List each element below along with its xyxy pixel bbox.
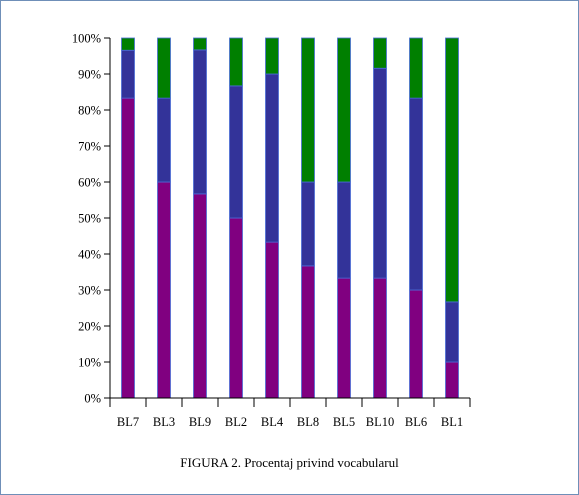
bar-bl10-segment-2 bbox=[373, 67, 387, 279]
figure-caption: FIGURA 2. Procentaj privind vocabularul bbox=[180, 455, 399, 470]
bars-layer bbox=[121, 37, 459, 399]
y-tick-label-70: 70% bbox=[78, 140, 101, 154]
bar-bl7-segment-3 bbox=[121, 37, 135, 51]
bar-bl9-segment-3 bbox=[193, 37, 207, 51]
y-tick-label-60: 60% bbox=[78, 176, 101, 190]
x-tick-label-bl4: BL4 bbox=[261, 415, 284, 429]
bar-bl4-segment-3 bbox=[265, 37, 279, 75]
bar-bl7-segment-2 bbox=[121, 49, 135, 99]
x-tick-label-bl10: BL10 bbox=[366, 415, 394, 429]
bar-bl7-segment-1 bbox=[121, 97, 135, 399]
y-tick-label-90: 90% bbox=[78, 68, 101, 82]
y-tick-label-80: 80% bbox=[78, 104, 101, 118]
x-tick-label-bl2: BL2 bbox=[225, 415, 247, 429]
y-tick-label-0: 0% bbox=[84, 392, 101, 406]
x-tick-label-bl5: BL5 bbox=[333, 415, 355, 429]
bar-bl5-segment-2 bbox=[337, 181, 351, 279]
bar-bl9-segment-1 bbox=[193, 193, 207, 399]
bar-bl8-segment-2 bbox=[301, 181, 315, 267]
bar-bl8-segment-3 bbox=[301, 37, 315, 183]
x-tick-label-bl9: BL9 bbox=[189, 415, 211, 429]
bar-bl1-segment-2 bbox=[445, 301, 459, 363]
bar-bl3-segment-3 bbox=[157, 37, 171, 99]
y-tick-label-10: 10% bbox=[78, 356, 101, 370]
bar-bl4-segment-2 bbox=[265, 73, 279, 243]
bar-bl1-segment-3 bbox=[445, 37, 459, 303]
bar-bl8-segment-1 bbox=[301, 265, 315, 399]
bar-bl2-segment-3 bbox=[229, 37, 243, 87]
y-tick-label-100: 100% bbox=[72, 32, 101, 46]
y-tick-label-30: 30% bbox=[78, 284, 101, 298]
x-tick-label-bl6: BL6 bbox=[405, 415, 427, 429]
bar-bl2-segment-1 bbox=[229, 217, 243, 399]
bar-bl4-segment-1 bbox=[265, 241, 279, 399]
x-tick-label-bl7: BL7 bbox=[117, 415, 139, 429]
bar-bl2-segment-2 bbox=[229, 85, 243, 219]
bar-bl10-segment-1 bbox=[373, 277, 387, 399]
bar-bl3-segment-1 bbox=[157, 181, 171, 399]
bar-bl3-segment-2 bbox=[157, 97, 171, 183]
x-tick-label-bl8: BL8 bbox=[297, 415, 319, 429]
y-tick-label-20: 20% bbox=[78, 320, 101, 334]
y-tick-label-50: 50% bbox=[78, 212, 101, 226]
bar-bl5-segment-3 bbox=[337, 37, 351, 183]
axes-layer: 0% 10% 20% 30% 40% 50% 60% 70% 80% 90% 100% BL7 BL3 B… bbox=[72, 32, 471, 429]
x-tick-label-bl3: BL3 bbox=[153, 415, 175, 429]
y-tick-label-40: 40% bbox=[78, 248, 101, 262]
stacked-bar-chart: 0% 10% 20% 30% 40% 50% 60% 70% 80% 90% 100% BL7 BL3 B… bbox=[72, 32, 471, 429]
bar-bl6-segment-3 bbox=[409, 37, 423, 99]
bar-bl6-segment-1 bbox=[409, 289, 423, 399]
bar-bl5-segment-1 bbox=[337, 277, 351, 399]
bar-bl1-segment-1 bbox=[445, 361, 459, 399]
bar-bl10-segment-3 bbox=[373, 37, 387, 69]
bar-bl6-segment-2 bbox=[409, 97, 423, 291]
bar-bl9-segment-2 bbox=[193, 49, 207, 195]
x-tick-label-bl1: BL1 bbox=[441, 415, 463, 429]
